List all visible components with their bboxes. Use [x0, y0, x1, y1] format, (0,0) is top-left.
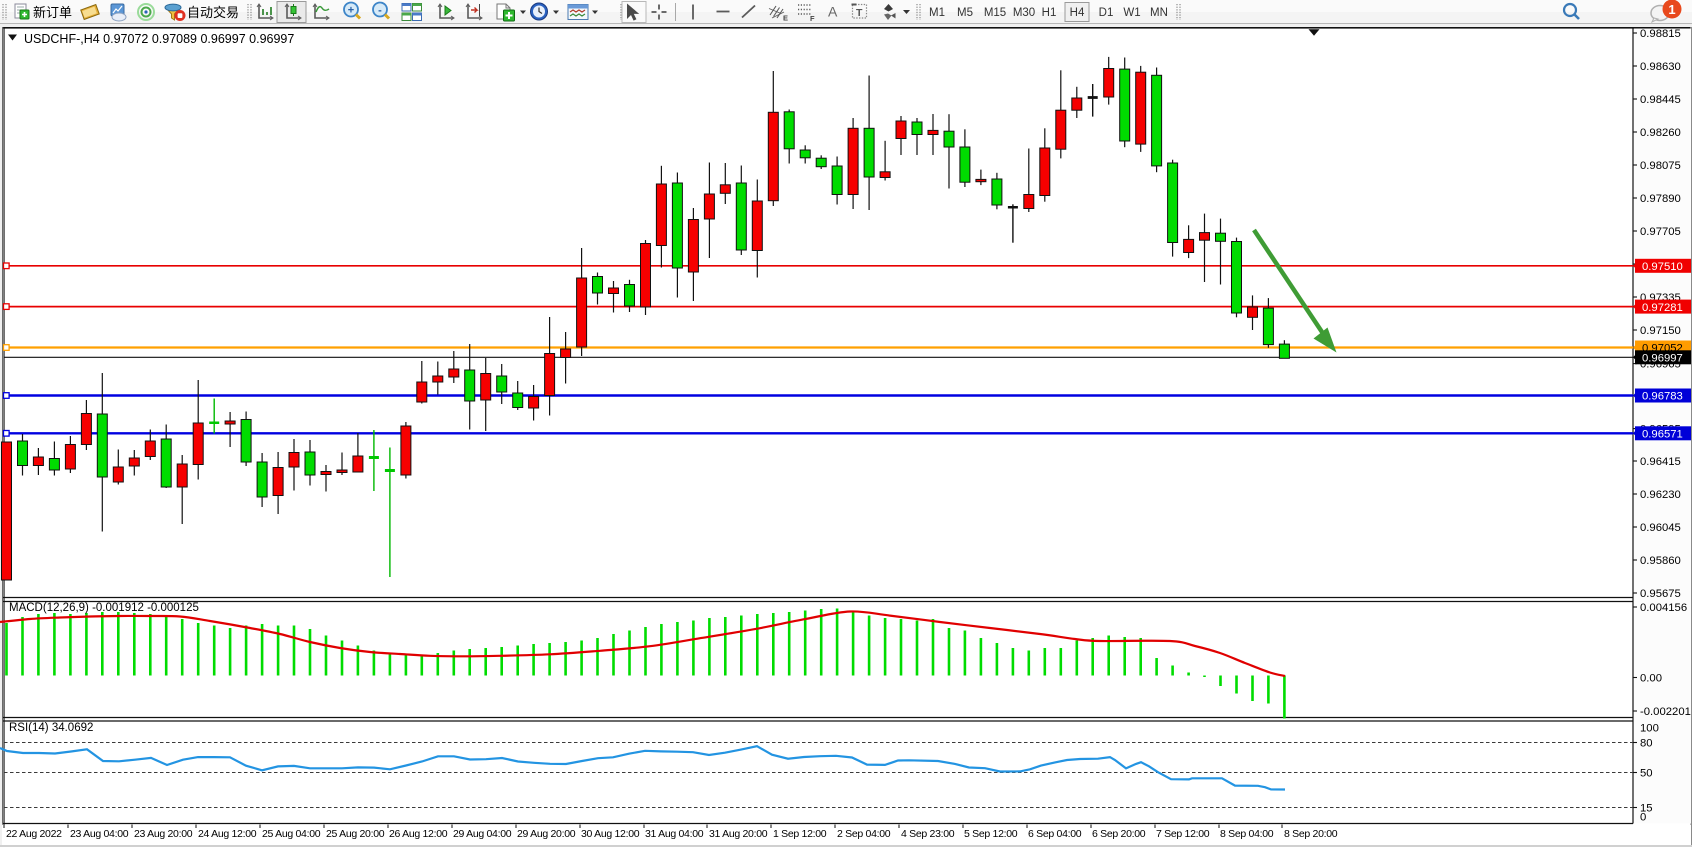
svg-text:0.98445: 0.98445 [1640, 94, 1681, 106]
svg-text:0: 0 [1640, 812, 1646, 824]
svg-text:0.98260: 0.98260 [1640, 127, 1681, 139]
svg-text:0.98075: 0.98075 [1640, 160, 1681, 172]
svg-text:24 Aug 12:00: 24 Aug 12:00 [198, 828, 257, 840]
svg-text:MN: MN [1150, 7, 1168, 19]
svg-text:+: + [348, 5, 354, 17]
svg-text:E: E [783, 14, 788, 23]
svg-text:新订单: 新订单 [33, 5, 72, 20]
svg-text:0.98815: 0.98815 [1640, 28, 1681, 40]
svg-text:22 Aug 2022: 22 Aug 2022 [6, 828, 62, 840]
svg-text:W1: W1 [1123, 7, 1140, 19]
svg-text:2 Sep 04:00: 2 Sep 04:00 [837, 828, 891, 840]
svg-text:M5: M5 [957, 7, 973, 19]
svg-text:自动交易: 自动交易 [187, 5, 239, 20]
svg-text:31 Aug 20:00: 31 Aug 20:00 [709, 828, 768, 840]
svg-text:80: 80 [1640, 738, 1653, 750]
svg-text:-: - [378, 5, 382, 17]
svg-text:4 Sep 23:00: 4 Sep 23:00 [901, 828, 955, 840]
svg-text:29 Aug 20:00: 29 Aug 20:00 [517, 828, 576, 840]
svg-text:0.00: 0.00 [1640, 673, 1662, 685]
svg-text:0.96571: 0.96571 [1642, 429, 1683, 441]
svg-text:25 Aug 20:00: 25 Aug 20:00 [326, 828, 385, 840]
svg-text:0.96997: 0.96997 [1642, 353, 1683, 365]
svg-text:0.95860: 0.95860 [1640, 555, 1681, 567]
svg-text:26 Aug 12:00: 26 Aug 12:00 [389, 828, 448, 840]
svg-text:7 Sep 12:00: 7 Sep 12:00 [1156, 828, 1210, 840]
svg-text:6 Sep 04:00: 6 Sep 04:00 [1028, 828, 1082, 840]
svg-text:1: 1 [1668, 2, 1675, 17]
svg-text:0.96045: 0.96045 [1640, 522, 1681, 534]
svg-text:0.97510: 0.97510 [1642, 261, 1683, 273]
svg-text:25 Aug 04:00: 25 Aug 04:00 [262, 828, 321, 840]
svg-text:F: F [810, 14, 815, 23]
svg-text:H4: H4 [1070, 7, 1085, 19]
svg-text:23 Aug 20:00: 23 Aug 20:00 [134, 828, 193, 840]
svg-text:100: 100 [1640, 723, 1659, 735]
svg-text:8 Sep 04:00: 8 Sep 04:00 [1220, 828, 1274, 840]
svg-text:MACD(12,26,9) -0.001912 -0.000: MACD(12,26,9) -0.001912 -0.000125 [9, 602, 199, 614]
svg-text:0.96230: 0.96230 [1640, 489, 1681, 501]
svg-text:0.98630: 0.98630 [1640, 61, 1681, 73]
svg-text:5 Sep 12:00: 5 Sep 12:00 [964, 828, 1018, 840]
svg-text:0.97281: 0.97281 [1642, 302, 1683, 314]
svg-text:M30: M30 [1013, 7, 1035, 19]
svg-text:H1: H1 [1042, 7, 1057, 19]
svg-text:0.96415: 0.96415 [1640, 456, 1681, 468]
svg-text:RSI(14) 34.0692: RSI(14) 34.0692 [9, 722, 93, 734]
svg-text:0.97150: 0.97150 [1640, 325, 1681, 337]
svg-text:0.97705: 0.97705 [1640, 226, 1681, 238]
svg-text:23 Aug 04:00: 23 Aug 04:00 [70, 828, 129, 840]
svg-text:D1: D1 [1099, 7, 1114, 19]
svg-text:USDCHF-,H4 0.97072 0.97089 0.: USDCHF-,H4 0.97072 0.97089 0.96997 0.969… [24, 32, 294, 46]
svg-text:M15: M15 [984, 7, 1006, 19]
svg-text:31 Aug 04:00: 31 Aug 04:00 [645, 828, 704, 840]
svg-text:30 Aug 12:00: 30 Aug 12:00 [581, 828, 640, 840]
svg-text:0.96783: 0.96783 [1642, 391, 1683, 403]
svg-text:-0.002201: -0.002201 [1640, 706, 1691, 718]
svg-text:15: 15 [1640, 803, 1653, 815]
svg-text:50: 50 [1640, 768, 1653, 780]
svg-text:29 Aug 04:00: 29 Aug 04:00 [453, 828, 512, 840]
svg-text:A: A [828, 4, 838, 20]
svg-text:0.97890: 0.97890 [1640, 193, 1681, 205]
svg-text:0.004156: 0.004156 [1640, 602, 1687, 614]
svg-text:6 Sep 20:00: 6 Sep 20:00 [1092, 828, 1146, 840]
svg-text:T: T [856, 7, 863, 19]
svg-text:8 Sep 20:00: 8 Sep 20:00 [1284, 828, 1338, 840]
svg-text:1 Sep 12:00: 1 Sep 12:00 [773, 828, 827, 840]
svg-text:M1: M1 [929, 7, 945, 19]
svg-text:0.95675: 0.95675 [1640, 588, 1681, 600]
